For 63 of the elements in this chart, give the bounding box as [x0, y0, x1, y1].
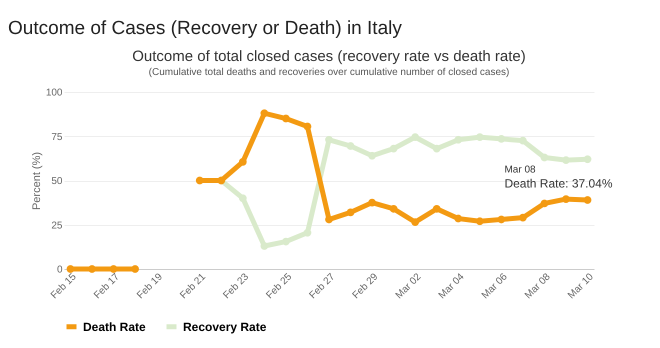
point [131, 265, 139, 273]
point [454, 136, 462, 144]
x-tick-label: Feb 23 [221, 271, 252, 302]
point [346, 208, 354, 216]
point [368, 198, 376, 206]
point [411, 218, 420, 226]
x-tick-label: Feb 21 [178, 271, 208, 302]
point [454, 214, 462, 222]
point [497, 216, 506, 224]
point [562, 195, 570, 203]
point [562, 156, 570, 164]
y-tick-label: 75 [51, 132, 63, 143]
point [497, 135, 506, 143]
x-tick-label: Mar 04 [436, 271, 467, 302]
legend-label: Recovery Rate [183, 320, 267, 334]
point [540, 154, 548, 162]
point [390, 204, 398, 213]
point [282, 114, 290, 122]
point [304, 122, 312, 130]
point [346, 142, 354, 150]
x-tick-label: Mar 08 [522, 271, 554, 302]
point [540, 200, 548, 208]
point [325, 216, 333, 224]
point [260, 109, 268, 118]
y-tick-label: 100 [46, 88, 63, 98]
point [260, 242, 268, 250]
x-tick-label: Feb 29 [350, 271, 381, 302]
x-tick-label: Feb 19 [135, 271, 166, 302]
annotation: Mar 08 [504, 164, 536, 176]
point [238, 194, 247, 202]
point [476, 133, 484, 141]
point [196, 176, 204, 184]
point [519, 136, 527, 145]
point [88, 265, 96, 273]
point [476, 217, 484, 226]
point [411, 133, 420, 141]
x-tick-label: Feb 27 [307, 271, 338, 302]
x-tick-label: Mar 02 [394, 271, 424, 302]
point [432, 204, 441, 213]
point [368, 152, 376, 160]
point [66, 265, 74, 273]
y-axis-title: Percent (%) [30, 152, 43, 210]
point [110, 265, 118, 273]
chart-subtitle: Outcome of total closed cases (recovery rate vs death rate) [132, 48, 526, 65]
point [584, 196, 592, 204]
legend-label: Death Rate [83, 320, 146, 334]
chart-title: Outcome of Cases (Recovery or Death) in Italy [7, 17, 403, 41]
x-tick-label: Feb 25 [264, 271, 294, 302]
point [519, 214, 527, 222]
point [584, 155, 592, 164]
annotation: Death Rate: 37.04% [504, 176, 613, 190]
point [238, 158, 247, 166]
text: (Cumulative total deaths and recoveries over cumulative number of closed cases) [148, 67, 510, 78]
y-tick-label: 25 [51, 220, 63, 232]
y-tick-label: 50 [51, 176, 63, 187]
point [390, 144, 398, 153]
point [304, 228, 312, 237]
x-tick-label: Feb 17 [92, 271, 122, 302]
point [432, 144, 441, 153]
x-tick-label: Mar 06 [480, 271, 510, 302]
point [282, 238, 290, 246]
point [325, 136, 333, 144]
x-tick-label: Mar 10 [566, 271, 596, 302]
